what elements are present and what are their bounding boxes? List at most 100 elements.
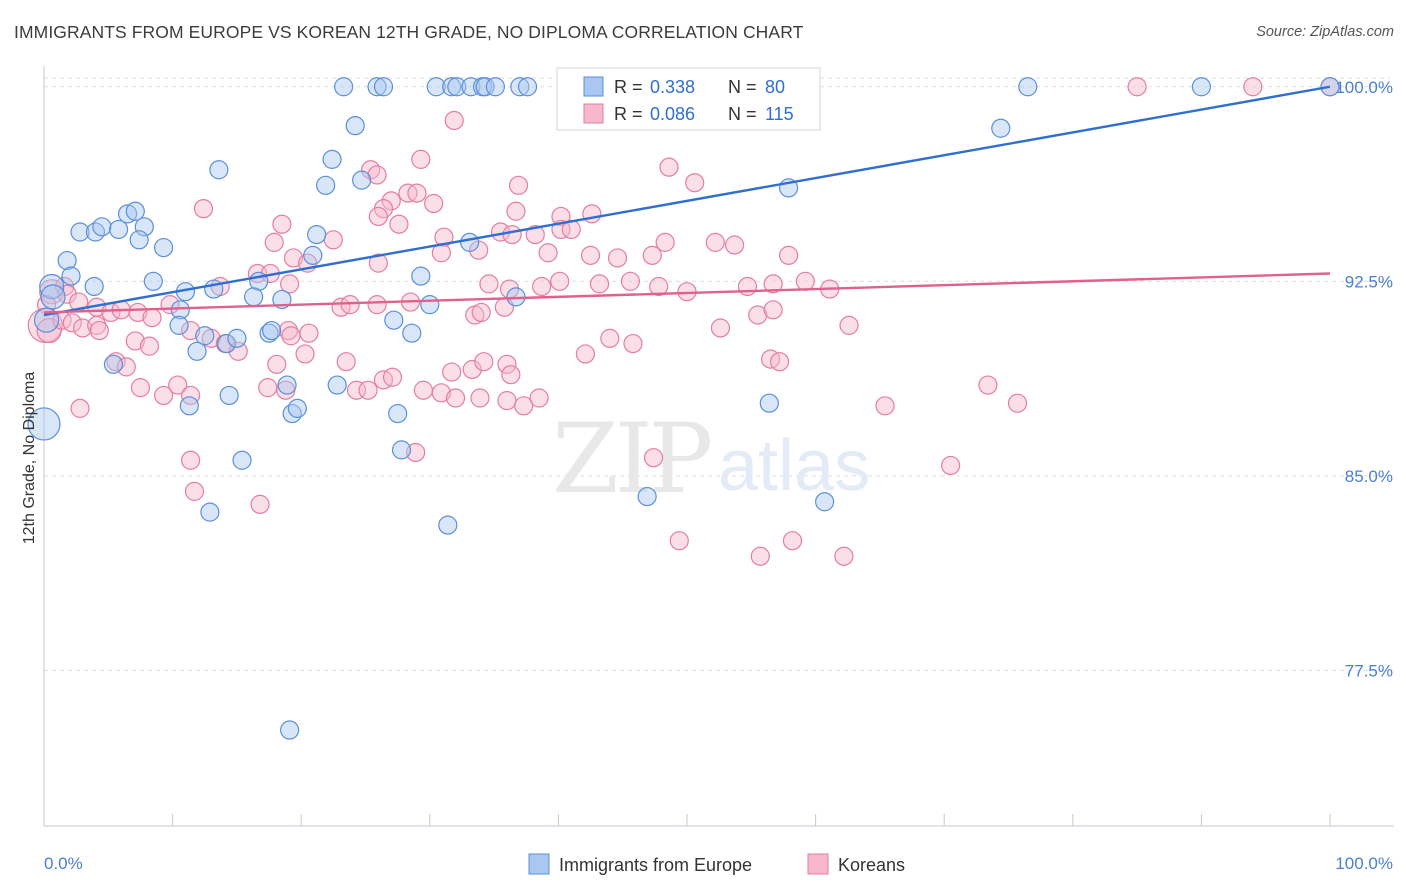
trend-lines bbox=[43, 85, 1331, 317]
bottom-legend-label-europe: Immigrants from Europe bbox=[559, 855, 752, 875]
korean-point-110 bbox=[600, 328, 620, 348]
korean-point-132 bbox=[1007, 393, 1028, 413]
watermark: ZIP atlas bbox=[552, 403, 870, 515]
europe-point-63 bbox=[327, 375, 347, 395]
europe-point-35 bbox=[153, 237, 174, 258]
korean-point-111 bbox=[623, 333, 643, 354]
korean-point-49 bbox=[280, 274, 300, 294]
europe-point-58 bbox=[262, 320, 282, 341]
korean-point-118 bbox=[153, 385, 174, 406]
korean-point-4 bbox=[411, 149, 431, 169]
grid-lines bbox=[44, 77, 1390, 671]
europe-point-53 bbox=[169, 315, 189, 335]
korean-point-7 bbox=[367, 165, 387, 185]
korean-point-97 bbox=[267, 354, 287, 374]
korean-point-108 bbox=[501, 365, 521, 385]
europe-point-74 bbox=[200, 502, 220, 522]
europe-point-44 bbox=[39, 273, 65, 300]
europe-point-31 bbox=[129, 230, 149, 250]
korean-point-101 bbox=[382, 367, 403, 387]
legend-n-label-europe: N = bbox=[728, 77, 757, 97]
europe-point-57 bbox=[259, 323, 279, 343]
korean-point-60 bbox=[795, 271, 815, 291]
europe-point-33 bbox=[460, 232, 480, 252]
x-tick-label-0: 0.0% bbox=[44, 854, 83, 873]
europe-point-38 bbox=[143, 271, 163, 291]
y-tick-label-1: 85.0% bbox=[1345, 467, 1393, 486]
korean-point-68 bbox=[142, 308, 162, 328]
europe-point-9 bbox=[485, 77, 505, 97]
korean-point-113 bbox=[769, 352, 790, 372]
korean-point-133 bbox=[181, 450, 201, 470]
korean-point-18 bbox=[193, 199, 214, 219]
bottom-legend-swatch-europe bbox=[528, 853, 550, 875]
europe-point-11 bbox=[517, 77, 538, 97]
korean-point-109 bbox=[575, 344, 596, 364]
korean-point-55 bbox=[620, 271, 641, 291]
korean-point-131 bbox=[978, 375, 998, 395]
europe-point-34 bbox=[57, 250, 77, 271]
europe-point-8 bbox=[475, 77, 495, 97]
europe-point-17 bbox=[345, 116, 365, 136]
korean-point-74 bbox=[299, 323, 319, 343]
europe-point-36 bbox=[61, 266, 81, 286]
korean-point-67 bbox=[128, 302, 148, 323]
europe-point-10 bbox=[510, 77, 530, 97]
korean-point-13 bbox=[424, 193, 444, 214]
europe-point-54 bbox=[195, 326, 215, 346]
korean-point-77 bbox=[367, 295, 387, 315]
axes bbox=[43, 66, 1394, 827]
korean-point-20 bbox=[272, 214, 292, 234]
korean-point-102 bbox=[413, 380, 433, 400]
europe-point-21 bbox=[316, 175, 336, 195]
korean-point-3 bbox=[444, 110, 464, 131]
europe-point-59 bbox=[402, 323, 422, 343]
koreans-trend-line bbox=[43, 272, 1331, 314]
y-axis-title: 12th Grade, No Diploma bbox=[21, 372, 38, 545]
europe-point-3 bbox=[426, 77, 446, 97]
korean-point-9 bbox=[508, 175, 529, 195]
europe-point-37 bbox=[303, 245, 323, 265]
europe-point-55 bbox=[217, 333, 237, 354]
korean-point-85 bbox=[839, 315, 859, 335]
europe-point-1 bbox=[367, 77, 387, 97]
legend-n-value-koreans: 115 bbox=[765, 104, 794, 124]
korean-point-70 bbox=[181, 320, 201, 341]
korean-point-72 bbox=[278, 320, 298, 341]
legend-r-label-koreans: R = bbox=[614, 104, 643, 124]
legend-swatch-koreans bbox=[583, 103, 604, 124]
europe-point-42 bbox=[411, 266, 431, 286]
korean-point-129 bbox=[529, 388, 549, 408]
legend-r-label-europe: R = bbox=[614, 77, 643, 97]
europe-point-65 bbox=[179, 396, 199, 416]
korean-point-91 bbox=[87, 315, 107, 335]
europe-point-18 bbox=[991, 118, 1011, 138]
europe-point-50 bbox=[170, 300, 190, 320]
europe-point-27 bbox=[70, 222, 90, 242]
europe-point-5 bbox=[447, 77, 467, 97]
europe-point-45 bbox=[40, 284, 66, 310]
korean-point-103 bbox=[431, 383, 451, 403]
europe-point-56 bbox=[227, 328, 247, 348]
korean-point-23 bbox=[502, 225, 522, 245]
korean-point-104 bbox=[442, 362, 462, 382]
korean-point-17 bbox=[582, 204, 602, 224]
korean-point-105 bbox=[462, 359, 482, 380]
korean-point-30 bbox=[655, 232, 675, 252]
korean-point-10 bbox=[381, 191, 401, 211]
korean-point-123 bbox=[346, 380, 367, 400]
korean-point-2 bbox=[1243, 77, 1263, 97]
korean-point-56 bbox=[649, 276, 669, 297]
korean-point-5 bbox=[659, 157, 679, 177]
korean-point-142 bbox=[834, 546, 854, 566]
korean-point-38 bbox=[538, 243, 558, 263]
watermark-zip: ZIP bbox=[552, 403, 711, 515]
europe-point-61 bbox=[103, 354, 124, 374]
europe-point-76 bbox=[438, 515, 458, 535]
korean-point-32 bbox=[724, 235, 745, 255]
europe-point-19 bbox=[322, 149, 342, 169]
europe-point-67 bbox=[287, 398, 307, 418]
europe-point-14 bbox=[1018, 77, 1038, 97]
y-tick-labels: 77.5% 85.0% 92.5% 100.0% bbox=[1335, 78, 1393, 681]
korean-point-115 bbox=[106, 352, 126, 372]
